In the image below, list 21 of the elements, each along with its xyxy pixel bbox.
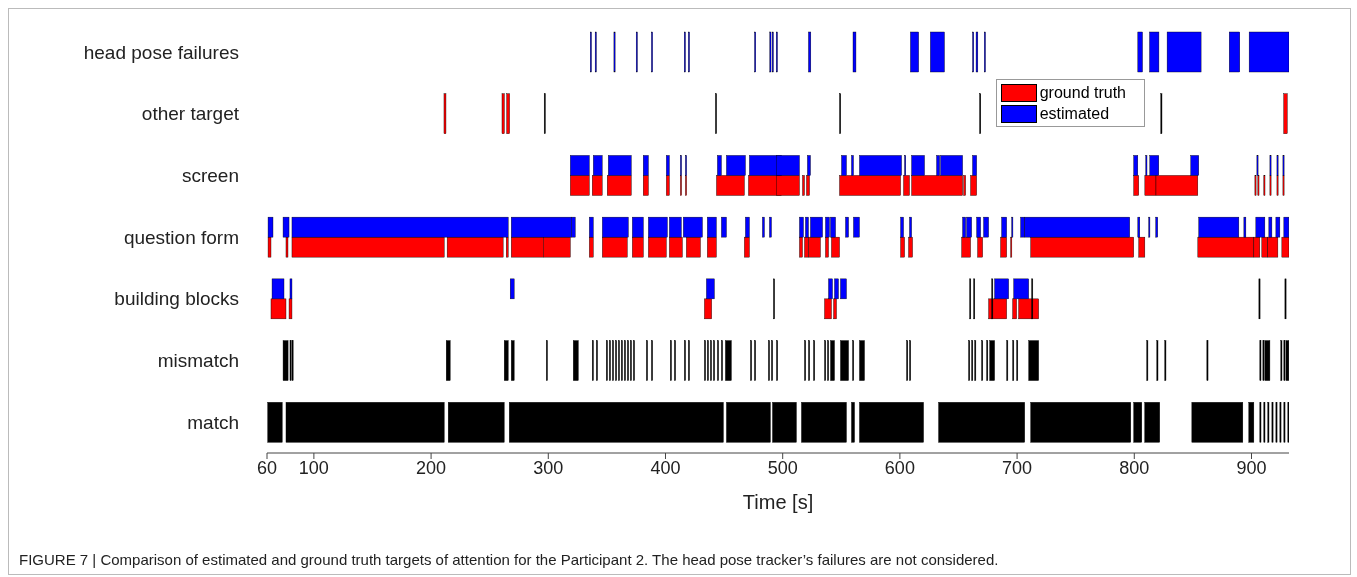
legend-label: ground truth — [1039, 83, 1126, 102]
legend-label: estimated — [1039, 104, 1110, 123]
y-tick-label: other target — [141, 103, 240, 125]
x-tick-label: 100 — [298, 457, 329, 478]
y-tick-label: match — [187, 411, 239, 433]
y-tick-label: building blocks — [114, 288, 239, 310]
x-tick-label: 60 — [256, 457, 278, 478]
x-tick-label: 700 — [1002, 457, 1033, 478]
x-tick-label: 800 — [1119, 457, 1150, 478]
x-tick-label: 300 — [533, 457, 564, 478]
x-tick-label: 600 — [884, 457, 915, 478]
y-tick-label: head pose failures — [83, 41, 239, 63]
y-tick-label: mismatch — [157, 350, 239, 372]
y-tick-label: question form — [123, 226, 239, 248]
x-axis-title: Time [s] — [742, 491, 814, 513]
x-tick-label: 900 — [1236, 457, 1267, 478]
y-tick-label: screen — [181, 165, 239, 187]
caption: FIGURE 7 | Comparison of estimated and ground truth targets of attention for the Participant 2. The head pose tracker’s failures are not considered. — [19, 551, 1000, 568]
x-tick-label: 200 — [416, 457, 447, 478]
x-tick-label: 400 — [650, 457, 681, 478]
x-tick-label: 500 — [767, 457, 798, 478]
